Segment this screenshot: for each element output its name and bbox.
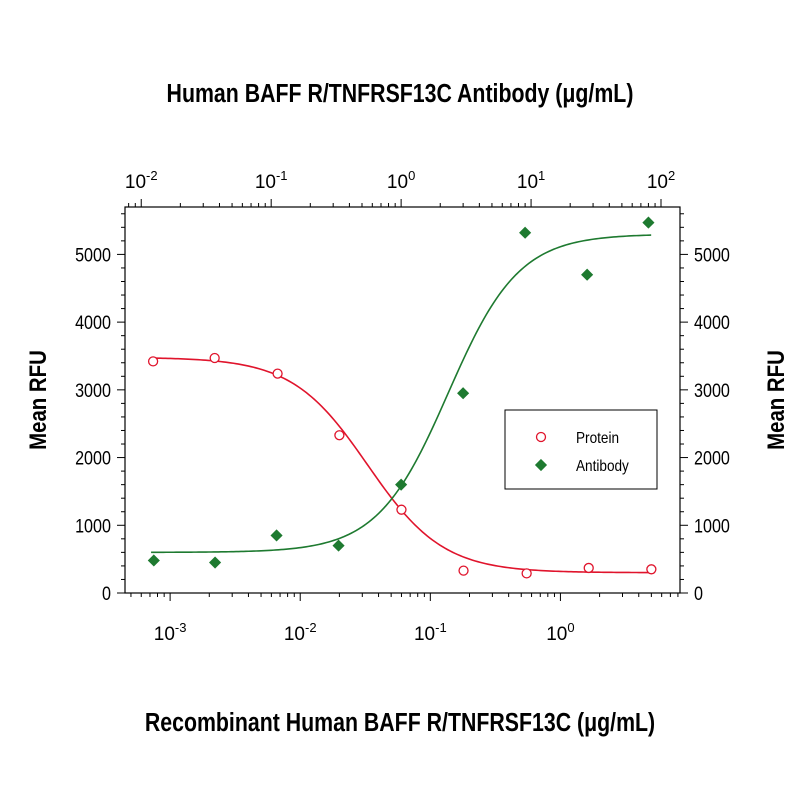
data-point-antibody (147, 554, 160, 567)
y-tick-label-left: 2000 (75, 447, 111, 469)
chart-title: Human BAFF R/TNFRSF13C Antibody (μg/mL) (167, 79, 634, 109)
x-bottom-tick-label: 10-2 (284, 620, 317, 645)
legend-box (504, 409, 658, 490)
y-tick-label-left: 1000 (75, 515, 111, 537)
x-top-tick-exponent: 0 (408, 168, 415, 183)
data-point-antibody (581, 268, 594, 281)
x-bottom-tick-base: 10 (284, 624, 305, 645)
y-tick-label-left: 3000 (75, 380, 111, 402)
data-point-antibody (209, 556, 222, 569)
data-point-protein (521, 568, 532, 579)
x-top-tick-label: 101 (517, 168, 545, 193)
y-tick-label-right: 2000 (694, 447, 730, 469)
x-bottom-tick-base: 10 (546, 624, 567, 645)
y-tick-label-right: 0 (694, 583, 703, 605)
x-bottom-tick-exponent: -3 (175, 620, 187, 635)
data-point-protein (396, 504, 407, 515)
data-point-protein (147, 356, 159, 367)
legend-marker-antibody (534, 458, 548, 472)
y-axis-label-left: Mean RFU (24, 350, 51, 450)
data-point-protein (272, 368, 283, 379)
x-top-tick-label: 100 (387, 168, 415, 193)
data-point-protein (458, 565, 469, 576)
x-top-tick-exponent: -2 (146, 168, 158, 183)
data-point-protein (209, 352, 220, 364)
plot-frame (124, 206, 681, 594)
data-point-antibody (270, 529, 283, 542)
x-bottom-tick-base: 10 (414, 624, 435, 645)
x-bottom-tick-exponent: -2 (305, 620, 317, 635)
data-point-protein (583, 562, 594, 574)
x-bottom-tick-exponent: 0 (567, 620, 574, 635)
data-point-antibody (519, 226, 532, 239)
data-point-protein (646, 564, 657, 575)
y-tick-label-left: 4000 (75, 312, 111, 334)
data-point-antibody (332, 539, 345, 552)
data-point-protein (334, 430, 345, 441)
x-top-tick-label: 102 (647, 168, 675, 193)
y-tick-label-right: 5000 (694, 244, 730, 266)
x-bottom-tick-base: 10 (154, 624, 175, 645)
legend-label-antibody: Antibody (576, 458, 629, 475)
x-top-tick-base: 10 (255, 172, 276, 193)
x-axis-label: Recombinant Human BAFF R/TNFRSF13C (μg/m… (145, 708, 655, 738)
y-tick-label-right: 1000 (694, 515, 730, 537)
y-tick-label-right: 4000 (694, 312, 730, 334)
data-point-antibody (457, 387, 470, 400)
x-top-tick-base: 10 (387, 172, 408, 193)
x-top-tick-exponent: 1 (538, 168, 545, 183)
x-bottom-tick-label: 10-1 (414, 620, 447, 645)
data-point-antibody (642, 216, 655, 229)
y-tick-label-left: 5000 (75, 244, 111, 266)
y-axis-label-right: Mean RFU (762, 350, 789, 450)
x-bottom-tick-label: 100 (546, 620, 574, 645)
data-point-antibody (395, 478, 408, 491)
y-tick-label-right: 3000 (694, 380, 730, 402)
x-top-tick-exponent: -1 (276, 168, 288, 183)
x-top-tick-label: 10-1 (255, 168, 288, 193)
x-bottom-tick-exponent: -1 (435, 620, 447, 635)
legend-marker-protein (535, 431, 547, 443)
x-top-tick-base: 10 (647, 172, 668, 193)
x-top-tick-base: 10 (125, 172, 146, 193)
legend-label-protein: Protein (576, 430, 619, 447)
x-top-tick-exponent: 2 (668, 168, 675, 183)
x-top-tick-label: 10-2 (125, 168, 158, 193)
x-top-tick-base: 10 (517, 172, 538, 193)
x-bottom-tick-label: 10-3 (154, 620, 187, 645)
y-tick-label-left: 0 (102, 583, 111, 605)
